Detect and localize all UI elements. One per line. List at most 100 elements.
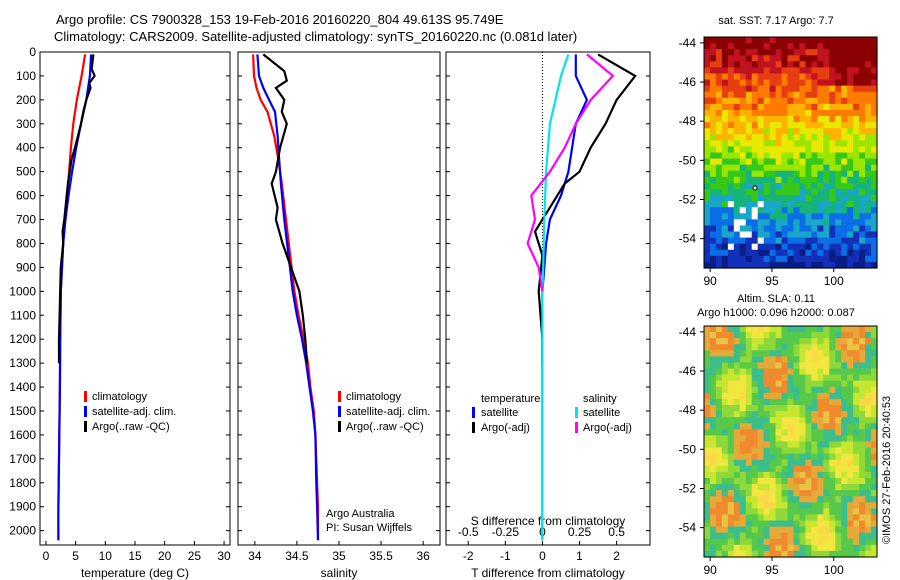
- heatmap-cell: [745, 219, 753, 227]
- heatmap-cell: [727, 453, 735, 461]
- heatmap-cell: [847, 97, 854, 105]
- heatmap-cell: [793, 213, 801, 220]
- heatmap-cell: [757, 201, 765, 208]
- depth-tick-label: 1000: [9, 284, 36, 298]
- heatmap-cell: [709, 356, 717, 364]
- heatmap-cell: [704, 386, 711, 394]
- heatmap-cell: [859, 128, 866, 135]
- heatmap-cell: [769, 477, 777, 485]
- heatmap-cell: [847, 79, 854, 87]
- heatmap-cell: [817, 219, 824, 227]
- heatmap-cell: [704, 544, 711, 552]
- heatmap-cell: [811, 374, 818, 382]
- heatmap-cell: [835, 532, 842, 540]
- heatmap-cell: [799, 508, 807, 516]
- heatmap-cell: [733, 231, 741, 239]
- heatmap-cell: [739, 249, 747, 257]
- heatmap-cell: [704, 465, 711, 473]
- heatmap-cell: [805, 447, 812, 455]
- heatmap-cell: [769, 97, 777, 105]
- heatmap-cell: [781, 261, 789, 269]
- heatmap-cell: [745, 91, 753, 99]
- heatmap-cell: [757, 338, 765, 345]
- heatmap-cell: [763, 170, 771, 178]
- heatmap-cell: [781, 61, 789, 68]
- x-axis-label: T difference from climatology: [471, 566, 625, 580]
- heatmap-cell: [751, 261, 759, 269]
- heatmap-cell: [835, 55, 842, 62]
- heatmap-cell: [733, 201, 741, 208]
- heatmap-cell: [793, 61, 801, 68]
- heatmap-cell: [781, 249, 789, 257]
- heatmap-cell: [835, 405, 842, 412]
- heatmap-cell: [799, 490, 807, 497]
- heatmap-cell: [769, 219, 777, 227]
- heatmap-cell: [853, 73, 860, 81]
- heatmap-cell: [817, 213, 824, 220]
- heatmap-cell: [841, 435, 848, 443]
- heatmap-cell: [751, 405, 759, 412]
- heatmap-cell: [763, 368, 771, 376]
- heatmap-cell: [739, 447, 747, 455]
- heatmap-cell: [859, 97, 866, 105]
- heatmap-cell: [704, 405, 711, 412]
- heatmap-cell: [775, 441, 783, 449]
- heatmap-cell: [704, 109, 711, 117]
- heatmap-cell: [871, 55, 878, 62]
- heatmap-cell: [853, 49, 860, 56]
- heatmap-cell: [859, 201, 866, 208]
- heatmap-cell: [847, 158, 854, 166]
- heatmap-cell: [793, 441, 801, 449]
- heatmap-cell: [769, 423, 777, 430]
- heatmap-cell: [829, 326, 836, 333]
- heatmap-cell: [787, 219, 795, 227]
- heatmap-cell: [871, 225, 878, 233]
- heatmap-cell: [787, 213, 795, 220]
- heatmap-cell: [775, 207, 783, 214]
- heatmap-cell: [704, 550, 711, 558]
- heatmap-cell: [871, 338, 878, 345]
- heatmap-cell: [763, 231, 771, 239]
- heatmap-cell: [841, 170, 848, 178]
- heatmap-cell: [793, 207, 801, 214]
- heatmap-cell: [853, 550, 860, 558]
- heatmap-cell: [793, 332, 801, 339]
- heatmap-cell: [793, 344, 801, 351]
- heatmap-cell: [775, 374, 783, 382]
- heatmap-cell: [709, 85, 717, 93]
- heatmap-cell: [841, 496, 848, 503]
- heatmap-cell: [715, 417, 723, 424]
- heatmap-cell: [733, 55, 741, 62]
- heatmap-cell: [721, 362, 729, 370]
- heatmap-cell: [859, 496, 866, 503]
- heatmap-cell: [835, 67, 842, 75]
- heatmap-cell: [817, 447, 824, 455]
- heatmap-cell: [835, 103, 842, 111]
- heatmap-cell: [841, 423, 848, 430]
- legend-label: Argo(-adj): [583, 422, 632, 434]
- heatmap-cell: [775, 97, 783, 105]
- heatmap-cell: [829, 170, 836, 178]
- heatmap-cell: [715, 85, 723, 93]
- heatmap-cell: [733, 49, 741, 56]
- heatmap-cell: [829, 423, 836, 430]
- heatmap-cell: [739, 140, 747, 148]
- heatmap-cell: [757, 128, 765, 135]
- heatmap-cell: [763, 386, 771, 394]
- heatmap-cell: [775, 116, 783, 123]
- heatmap-cell: [745, 332, 753, 339]
- heatmap-cell: [715, 37, 723, 44]
- heatmap-cell: [805, 134, 812, 141]
- heatmap-cell: [799, 502, 807, 509]
- depth-tick-label: 1600: [9, 428, 36, 442]
- heatmap-cell: [859, 37, 866, 44]
- heatmap-cell: [781, 201, 789, 208]
- heatmap-cell: [721, 243, 729, 251]
- heatmap-cell: [853, 338, 860, 345]
- heatmap-cell: [835, 374, 842, 382]
- heatmap-cell: [721, 332, 729, 339]
- x-axis-label: salinity: [321, 566, 358, 580]
- heatmap-cell: [704, 164, 711, 172]
- heatmap-cell: [841, 350, 848, 357]
- heatmap-cell: [805, 37, 812, 44]
